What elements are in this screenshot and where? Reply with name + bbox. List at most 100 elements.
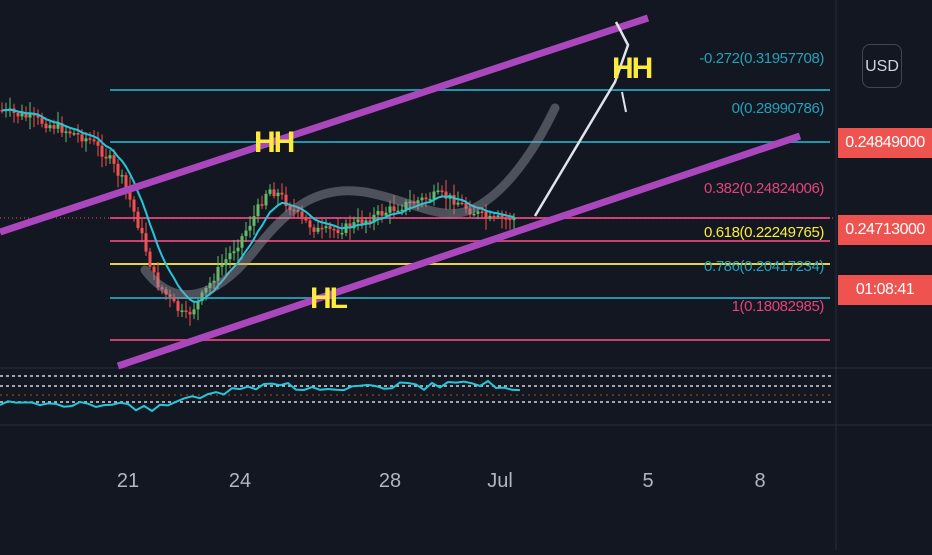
candle-body bbox=[432, 191, 436, 200]
currency-button[interactable]: USD bbox=[862, 44, 902, 88]
candle-body bbox=[40, 117, 44, 124]
candle-body bbox=[420, 197, 424, 201]
candle-body bbox=[64, 131, 68, 133]
candle-body bbox=[392, 206, 396, 211]
candle-body bbox=[160, 287, 164, 290]
candle-body bbox=[124, 175, 128, 188]
price-label-high: 0.24849000 bbox=[838, 128, 932, 158]
candle-body bbox=[472, 213, 476, 216]
candle-body bbox=[320, 227, 324, 230]
candle-body bbox=[104, 156, 108, 159]
candle-body bbox=[408, 201, 412, 204]
candle-body bbox=[120, 175, 124, 177]
projection-arrow-tick bbox=[621, 91, 627, 113]
candle-body bbox=[144, 233, 148, 252]
candle-body bbox=[416, 200, 420, 204]
candle-body bbox=[476, 211, 480, 214]
candle-body bbox=[224, 259, 228, 266]
candle-body bbox=[292, 209, 296, 212]
candle-body bbox=[440, 190, 444, 193]
candle-body bbox=[356, 219, 360, 223]
candle-body bbox=[48, 125, 52, 129]
candle-body bbox=[308, 220, 312, 228]
xtick-8: 8 bbox=[754, 470, 766, 492]
candle-body bbox=[456, 202, 460, 205]
candle-body bbox=[304, 216, 308, 221]
candle-body bbox=[152, 266, 156, 273]
candle-body bbox=[352, 222, 356, 229]
candle-body bbox=[412, 201, 416, 204]
candle-body bbox=[236, 247, 240, 252]
candle-body bbox=[260, 204, 264, 206]
candle-body bbox=[372, 214, 376, 223]
xtick-5: 5 bbox=[642, 470, 654, 492]
projection-curve bbox=[140, 103, 560, 300]
candle-body bbox=[28, 113, 32, 118]
candle-body bbox=[452, 195, 456, 205]
candle-body bbox=[172, 297, 176, 302]
candle-body bbox=[468, 208, 472, 215]
candle-body bbox=[76, 133, 80, 135]
candle-body bbox=[280, 192, 284, 195]
channel-lower-line bbox=[116, 132, 802, 370]
candle-body bbox=[188, 311, 192, 315]
candle-body bbox=[228, 253, 232, 260]
candle-body bbox=[136, 211, 140, 228]
candle-body bbox=[0, 110, 4, 112]
candle-body bbox=[56, 123, 60, 129]
fib-label-0: 0(0.28990786) bbox=[731, 100, 825, 117]
projection-arrow bbox=[533, 21, 630, 217]
fib-label-1: 1(0.18082985) bbox=[731, 298, 825, 315]
candle-body bbox=[116, 163, 120, 176]
candle-body bbox=[176, 301, 180, 311]
candle-body bbox=[336, 229, 340, 233]
candle-body bbox=[296, 210, 300, 212]
candle-body bbox=[384, 212, 388, 216]
candle-body bbox=[200, 292, 204, 301]
channel-upper-line bbox=[0, 14, 650, 236]
fib-label-0618: 0.618(0.22249765) bbox=[704, 224, 824, 241]
candle-body bbox=[460, 202, 464, 205]
candle-body bbox=[340, 232, 344, 235]
candle-body bbox=[208, 282, 212, 289]
candle-body bbox=[36, 115, 40, 118]
candle-body bbox=[268, 189, 272, 194]
annotation-hh-left: HH bbox=[254, 126, 295, 159]
candle-body bbox=[156, 272, 160, 288]
candle-body bbox=[164, 289, 168, 295]
candle-body bbox=[380, 211, 384, 216]
candle-body bbox=[108, 155, 112, 159]
candle-body bbox=[192, 309, 196, 315]
candle-body bbox=[332, 228, 336, 231]
candle-body bbox=[284, 194, 288, 206]
candle-body bbox=[504, 218, 508, 220]
candle-body bbox=[100, 145, 104, 157]
candle-body bbox=[220, 265, 224, 268]
annotation-hl: HL bbox=[310, 282, 348, 315]
candle-body bbox=[60, 123, 64, 133]
candle-body bbox=[480, 211, 484, 213]
price-label-last: 0.24713000 bbox=[838, 215, 932, 245]
candle-body bbox=[72, 133, 76, 135]
fib-label-0786: 0.786(0.20417234) bbox=[704, 258, 824, 275]
candle-body bbox=[44, 123, 48, 129]
candle-body bbox=[252, 216, 256, 226]
candle-body bbox=[148, 251, 152, 267]
candle-body bbox=[328, 226, 332, 229]
candle-body bbox=[212, 280, 216, 283]
candle-body bbox=[368, 220, 372, 223]
xtick-28: 28 bbox=[378, 470, 402, 492]
candle-body bbox=[244, 230, 248, 237]
candle-body bbox=[288, 205, 292, 210]
candle-body bbox=[364, 220, 368, 225]
candle-body bbox=[444, 191, 448, 199]
candle-body bbox=[300, 211, 304, 217]
candle-body bbox=[488, 215, 492, 219]
candle-body bbox=[360, 219, 364, 225]
candle-body bbox=[436, 190, 440, 193]
candle-body bbox=[204, 288, 208, 293]
countdown-label: 01:08:41 bbox=[838, 275, 932, 305]
candle-body bbox=[396, 210, 400, 213]
